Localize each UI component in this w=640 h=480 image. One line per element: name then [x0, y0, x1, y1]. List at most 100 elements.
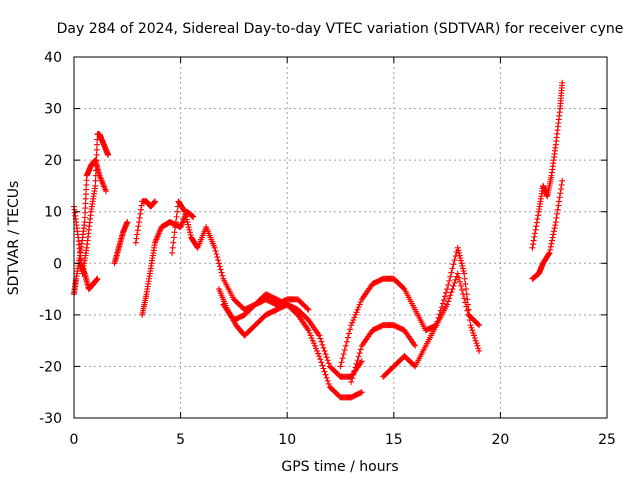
data-point: [474, 342, 481, 349]
data-point: [443, 289, 450, 296]
data-point: [215, 260, 222, 267]
data-point: [462, 299, 469, 306]
data-point: [469, 327, 476, 334]
data-point: [325, 360, 332, 367]
data-point: [186, 229, 193, 236]
data-point: [450, 282, 457, 289]
data-point: [134, 231, 141, 238]
x-tick-label: 25: [598, 432, 616, 448]
series-sat-b: [71, 157, 109, 298]
data-point: [547, 246, 554, 253]
data-point: [439, 300, 446, 307]
data-point: [340, 351, 347, 358]
data-point: [461, 270, 468, 277]
data-point: [350, 371, 357, 378]
data-point: [94, 275, 101, 282]
data-point: [555, 202, 562, 209]
data-point: [551, 225, 558, 232]
data-point: [306, 329, 313, 336]
data-point: [133, 235, 140, 242]
data-point: [134, 227, 141, 234]
data-point: [136, 214, 143, 221]
data-point: [349, 319, 356, 326]
data-point: [552, 219, 559, 226]
data-point: [317, 356, 324, 363]
data-point: [445, 281, 452, 288]
data-point: [357, 298, 364, 305]
data-point: [546, 249, 553, 256]
data-point: [341, 346, 348, 353]
data-point: [171, 229, 178, 236]
data-point: [548, 237, 555, 244]
data-point: [353, 360, 360, 367]
data-point: [351, 314, 358, 321]
data-point: [467, 322, 474, 329]
data-point: [445, 298, 452, 305]
data-point: [470, 329, 477, 336]
data-point: [449, 286, 456, 293]
data-point: [152, 198, 159, 205]
data-point: [446, 295, 453, 302]
data-point: [92, 182, 99, 189]
data-point: [559, 177, 566, 184]
data-point: [319, 362, 326, 369]
data-point: [456, 249, 463, 256]
data-point: [321, 347, 328, 354]
series-sat-m: [529, 79, 566, 251]
data-point: [532, 226, 539, 233]
data-point: [138, 202, 145, 209]
data-point: [169, 244, 176, 251]
data-point: [318, 338, 325, 345]
data-point: [132, 239, 139, 246]
data-point: [311, 342, 318, 349]
data-point: [557, 186, 564, 193]
data-point: [552, 222, 559, 229]
data-point: [556, 194, 563, 201]
series-sat-d: [111, 219, 131, 267]
data-point: [554, 210, 561, 217]
data-point: [455, 247, 462, 254]
y-tick-label: 20: [44, 153, 62, 169]
data-point: [170, 239, 177, 246]
data-point: [457, 255, 464, 262]
data-point: [535, 212, 542, 219]
data-point: [322, 371, 329, 378]
data-point: [355, 353, 362, 360]
data-point: [354, 357, 361, 364]
data-point: [320, 344, 327, 351]
data-point: [170, 234, 177, 241]
series-sat-a: [71, 131, 112, 277]
series-sat-n: [529, 177, 566, 282]
data-point: [316, 332, 323, 339]
data-point: [211, 244, 218, 251]
data-point: [447, 292, 454, 299]
data-point: [343, 338, 350, 345]
data-point: [475, 321, 482, 328]
series-sat-i: [220, 296, 312, 324]
data-point: [322, 351, 329, 358]
data-point: [455, 274, 462, 281]
data-point: [356, 350, 363, 357]
data-point: [181, 207, 188, 214]
data-point: [473, 340, 480, 347]
data-point: [339, 355, 346, 362]
data-point: [182, 211, 189, 218]
data-point: [446, 277, 453, 284]
data-point: [172, 219, 179, 226]
data-marks: [71, 79, 566, 401]
data-point: [352, 364, 359, 371]
data-point: [136, 219, 143, 226]
data-point: [310, 340, 317, 347]
data-point: [463, 286, 470, 293]
data-point: [92, 177, 99, 184]
data-point: [471, 335, 478, 342]
data-point: [468, 324, 475, 331]
data-point: [533, 223, 540, 230]
data-point: [459, 262, 466, 269]
data-point: [558, 181, 565, 188]
data-point: [444, 286, 451, 293]
data-point: [102, 188, 109, 195]
data-point: [309, 337, 316, 344]
data-point: [450, 261, 457, 268]
data-point: [461, 275, 468, 282]
